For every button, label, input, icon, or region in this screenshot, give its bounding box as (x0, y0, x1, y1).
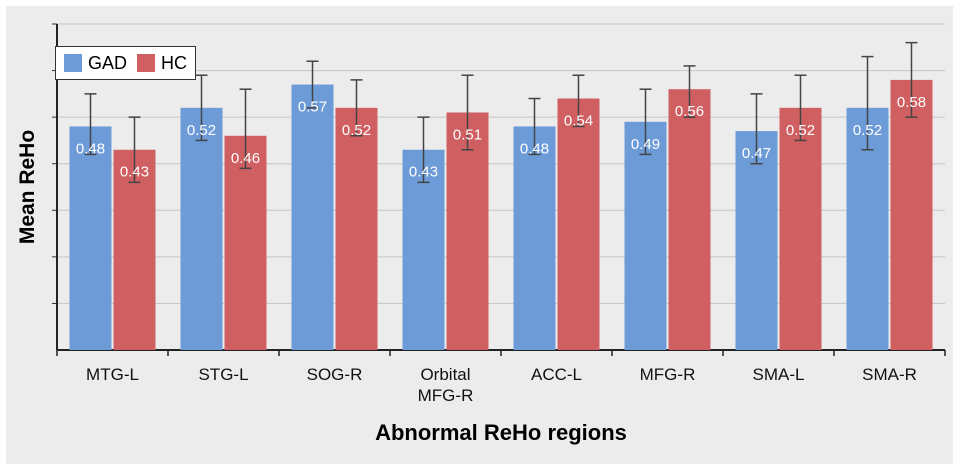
data-label: 0.54 (564, 113, 593, 130)
data-label: 0.46 (231, 150, 260, 167)
x-tick-label: SMA-L (753, 365, 805, 384)
bar-gad (513, 126, 556, 350)
x-tick-label: MFG-R (640, 365, 696, 384)
data-label: 0.48 (520, 140, 549, 157)
bar-hc (557, 98, 600, 350)
bar-gad (624, 121, 667, 350)
x-tick-label: Orbital (420, 365, 470, 384)
bar-gad (180, 107, 223, 350)
data-label: 0.48 (76, 140, 105, 157)
legend-label-gad: GAD (88, 52, 128, 73)
x-tick-label: MTG-L (86, 365, 139, 384)
x-tick-label: STG-L (198, 365, 248, 384)
bar-hc (335, 107, 378, 350)
bar-gad (69, 126, 112, 350)
bar-gad (291, 84, 334, 351)
data-label: 0.52 (853, 122, 882, 139)
bar-gad (402, 149, 445, 350)
legend: GAD HC (55, 46, 197, 80)
data-label: 0.43 (120, 164, 149, 181)
data-label: 0.57 (298, 99, 327, 116)
x-tick-label: ACC-L (531, 365, 582, 384)
data-label: 0.52 (187, 122, 216, 139)
bar-hc (779, 107, 822, 350)
legend-swatch-hc (137, 54, 156, 72)
legend-label-hc: HC (161, 52, 188, 73)
y-axis-title: Mean ReHo (16, 130, 39, 244)
legend-item-hc: HC (137, 53, 187, 74)
x-tick-label: SOG-R (307, 365, 363, 384)
data-label: 0.49 (631, 136, 660, 153)
bar-hc (890, 79, 933, 350)
data-label: 0.52 (786, 122, 815, 139)
legend-item-gad: GAD (64, 53, 127, 74)
bar-hc (668, 89, 711, 350)
data-label: 0.43 (409, 164, 438, 181)
x-tick-label: SMA-R (862, 365, 917, 384)
legend-swatch-gad (64, 54, 82, 72)
data-label: 0.52 (342, 122, 371, 139)
bar-hc (113, 149, 156, 350)
data-label: 0.51 (453, 126, 482, 143)
bar-hc (224, 135, 267, 350)
x-axis-title: Abnormal ReHo regions (375, 420, 627, 445)
data-label: 0.58 (897, 94, 926, 111)
bar-gad (735, 131, 778, 350)
bar-hc (446, 112, 489, 350)
data-label: 0.47 (742, 145, 771, 162)
data-label: 0.56 (675, 103, 704, 120)
x-tick-label: MFG-R (418, 386, 474, 405)
